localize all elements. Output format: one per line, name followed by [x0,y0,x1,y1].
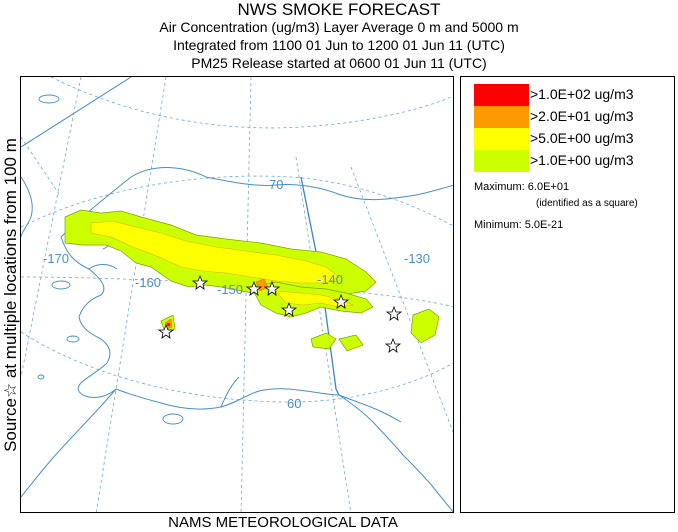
legend-swatch-red [474,84,529,106]
plume-patch-se-2 [338,334,364,352]
alaska-south-coast [115,388,340,410]
lat-70-label: 70 [269,177,283,192]
plume-main-inner [90,220,340,284]
alaska-west-coast [60,236,117,398]
source-marker [384,337,402,353]
nunivak-island [66,335,80,343]
source-marker [191,274,209,290]
legend-item-4: >1.0E+00 ug/m3 [474,150,669,172]
smoke-plume [64,209,440,352]
release-info: PM25 Release started at 0600 01 Jun 11 (… [191,55,487,71]
st-lawrence-island [51,280,71,290]
lat-60-label: 60 [287,396,301,411]
legend-maximum: Maximum: 6.0E+01 [474,181,570,193]
legend-swatch-orange [474,106,529,128]
kodiak-island [162,413,184,425]
source-marker [385,305,403,321]
plume-patch-se-1 [310,332,337,350]
russia-boundary-line [21,77,132,148]
wrangel-island [38,94,60,104]
legend-label: >2.0E+01 ug/m3 [530,108,634,124]
lon-m150-label: -150 [217,282,243,297]
legend-label: >5.0E+00 ug/m3 [530,130,634,146]
pribilof-island [37,374,45,380]
lon-m130-line [350,166,453,433]
source-marker [280,301,298,317]
lon-m170-line [21,77,82,378]
border-southeast [338,394,402,423]
chukotka-coast [21,176,33,238]
legend-panel: >1.0E+02 ug/m3 >2.0E+01 ug/m3 >5.0E+00 u… [460,76,675,513]
us-canada-border [300,176,340,396]
integration-period: Integrated from 1100 01 Jun to 1200 01 J… [173,37,505,53]
source-marker [157,323,175,339]
legend-item-3: >5.0E+00 ug/m3 [474,128,669,150]
source-marker [263,280,281,296]
source-locations [157,274,403,353]
lon-m180-line [21,136,62,198]
legend-item-2: >2.0E+01 ug/m3 [474,106,669,128]
source-location-label: Source☆ at multiple locations from 100 m [1,138,20,452]
legend-label: >1.0E+02 ug/m3 [530,86,634,102]
map-panel: 70 60 -170 -160 -150 -140 -130 [20,76,454,513]
plume-patch-far-east [410,308,440,344]
lon-m170-label: -170 [43,251,69,266]
source-marker [245,280,263,296]
lat-60-line [21,331,453,403]
lon-m150-line [240,77,252,512]
plume-east-inner [275,290,355,308]
panhandle-coast [338,394,453,512]
islands [37,94,184,425]
legend-label: >1.0E+00 ug/m3 [530,152,634,168]
cook-inlet [220,376,240,408]
meteorological-data-footer: NAMS METEOROLOGICAL DATA [168,514,398,531]
lon-m160-label: -160 [135,275,161,290]
legend-minimum: Minimum: 5.0E-21 [474,219,564,231]
aleutian-chain [21,388,117,498]
lon-m160-line [95,77,167,512]
alaska-north-coast [60,167,453,238]
plume-max-square [167,323,170,326]
lon-m130-label: -130 [404,251,430,266]
smoke-map: 70 60 -170 -160 -150 -140 -130 [21,77,453,512]
forecast-title: NWS SMOKE FORECAST [237,0,441,19]
legend-item-1: >1.0E+02 ug/m3 [474,84,669,106]
legend-swatch-lime [474,150,529,172]
norton-sound [88,264,118,270]
legend-swatch-yellow [474,128,529,150]
lon-m140-label: -140 [317,272,343,287]
lat-75-line [50,77,453,129]
concentration-subtitle: Air Concentration (ug/m3) Layer Average … [159,19,519,35]
legend-maximum-note: (identified as a square) [536,198,638,209]
source-marker [332,293,350,309]
